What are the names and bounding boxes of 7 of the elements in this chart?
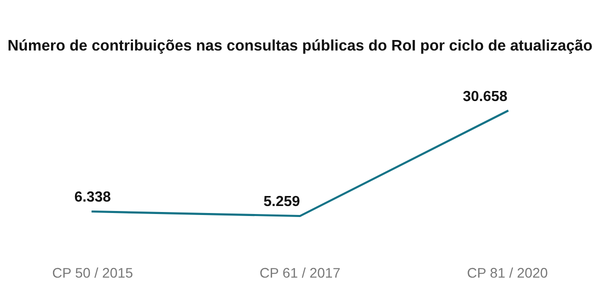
x-tick-label: CP 50 / 2015 xyxy=(52,268,132,278)
chart-title: Número de contribuições nas consultas públicas do RoI por ciclo de atualização xyxy=(8,39,592,54)
x-tick-label: CP 61 / 2017 xyxy=(260,268,340,278)
data-label: 30.658 xyxy=(463,90,507,102)
data-label: 6.338 xyxy=(74,191,110,202)
data-label: 5.259 xyxy=(264,196,300,206)
x-tick-label: CP 81 / 2020 xyxy=(468,268,548,278)
